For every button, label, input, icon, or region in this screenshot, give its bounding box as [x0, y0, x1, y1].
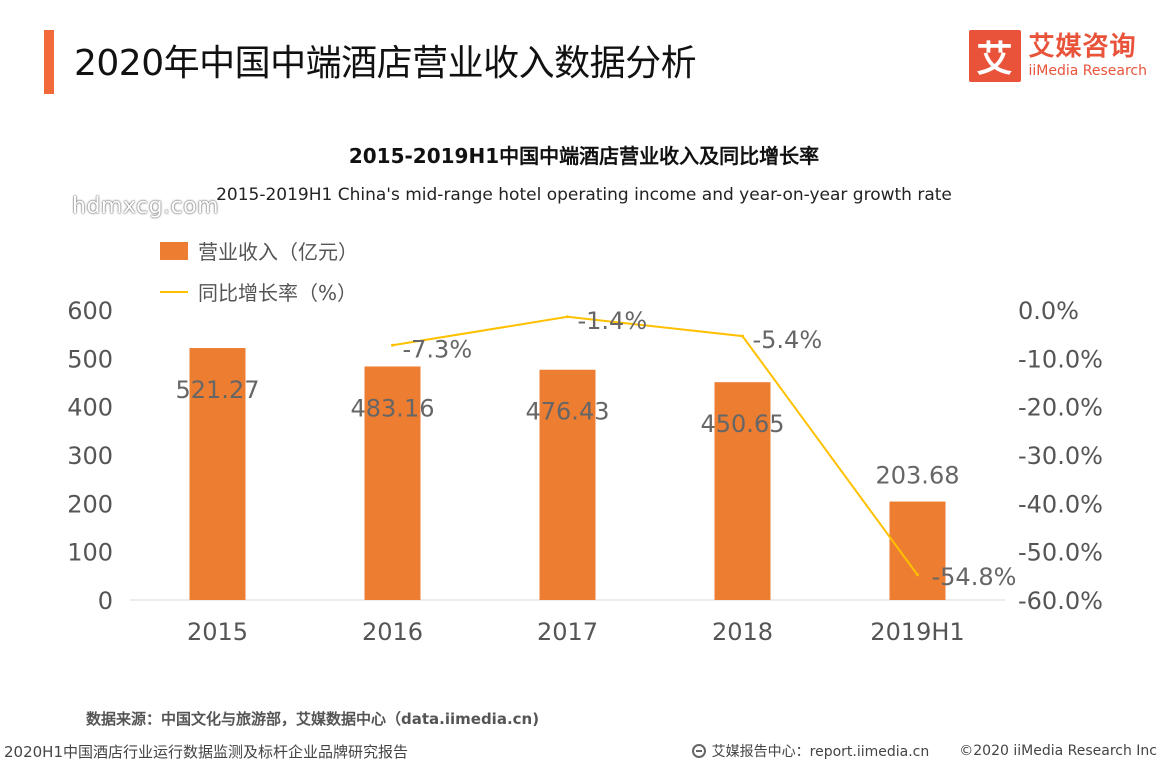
- chart-title: 2015-2019H1中国中端酒店营业收入及同比增长率: [349, 144, 819, 168]
- footer-right: 艾媒报告中心：report.iimedia.cn ©2020 iiMedia R…: [691, 741, 1157, 761]
- page-title: 2020年中国中端酒店营业收入数据分析: [74, 43, 697, 84]
- y-right-tick-label: -50.0%: [1018, 539, 1103, 567]
- x-tick-label: 2019H1: [870, 618, 964, 646]
- footer-copyright: ©2020 iiMedia Research Inc: [959, 743, 1157, 759]
- bar-data-label: 203.68: [876, 462, 960, 490]
- line-data-label: -7.3%: [403, 335, 473, 363]
- watermark: hdmxcg.com: [72, 194, 220, 219]
- y-left-tick-label: 600: [67, 297, 113, 325]
- y-right-tick-label: -60.0%: [1018, 587, 1103, 615]
- y-left-tick-label: 400: [67, 394, 113, 422]
- x-tick-label: 2016: [362, 618, 423, 646]
- y-left-tick-label: 500: [67, 345, 113, 373]
- y-right-tick-label: -40.0%: [1018, 490, 1103, 518]
- footer-report-title: 2020H1中国酒店行业运行数据监测及标杆企业品牌研究报告: [4, 743, 408, 761]
- footer-report-link[interactable]: 艾媒报告中心：report.iimedia.cn: [711, 744, 930, 760]
- x-tick-label: 2017: [537, 618, 598, 646]
- y-right-tick-label: -20.0%: [1018, 394, 1103, 422]
- bar-data-label: 521.27: [176, 376, 260, 404]
- bar-data-label: 476.43: [526, 398, 610, 426]
- legend-line-label: 同比增长率（%）: [198, 281, 357, 305]
- legend-bar-swatch: [160, 242, 188, 260]
- report-center-icon: [691, 744, 706, 758]
- chart-subtitle: 2015-2019H1 China's mid-range hotel oper…: [216, 185, 952, 205]
- bar: [714, 382, 771, 600]
- y-right-tick-label: -10.0%: [1018, 345, 1103, 373]
- bar: [539, 369, 596, 600]
- bar: [189, 348, 246, 600]
- y-left-tick-label: 200: [67, 490, 113, 518]
- line-data-label: -1.4%: [578, 307, 648, 335]
- growth-rate-point: [566, 315, 569, 319]
- iimedia-logo: 艾 艾媒咨询 iiMedia Research: [968, 30, 1148, 82]
- legend-bar-label: 营业收入（亿元）: [198, 240, 358, 264]
- growth-rate-point: [741, 334, 744, 338]
- growth-rate-point: [391, 343, 394, 347]
- growth-rate-point: [916, 573, 919, 577]
- y-left-tick-label: 300: [67, 442, 113, 470]
- y-right-tick-label: 0.0%: [1018, 297, 1079, 325]
- logo-en: iiMedia Research: [1028, 63, 1148, 79]
- growth-rate-line: [392, 315, 919, 576]
- line-data-label: -54.8%: [932, 563, 1017, 591]
- data-source: 数据来源：中国文化与旅游部，艾媒数据中心（data.iimedia.cn): [86, 710, 540, 728]
- y-left-tick-label: 0: [98, 587, 113, 615]
- line-data-label: -5.4%: [753, 326, 823, 354]
- y-left-tick-label: 100: [67, 539, 113, 567]
- title-accent-bar: [44, 30, 54, 94]
- x-tick-label: 2018: [712, 618, 773, 646]
- x-tick-label: 2015: [187, 618, 248, 646]
- y-right-tick-label: -30.0%: [1018, 442, 1103, 470]
- logo-cn: 艾媒咨询: [1028, 32, 1137, 62]
- bar-data-label: 450.65: [701, 410, 785, 438]
- logo-mark: 艾: [968, 30, 1021, 82]
- bar: [364, 366, 421, 600]
- logo-text: 艾媒咨询 iiMedia Research: [1029, 32, 1148, 80]
- bar-data-label: 483.16: [351, 394, 435, 422]
